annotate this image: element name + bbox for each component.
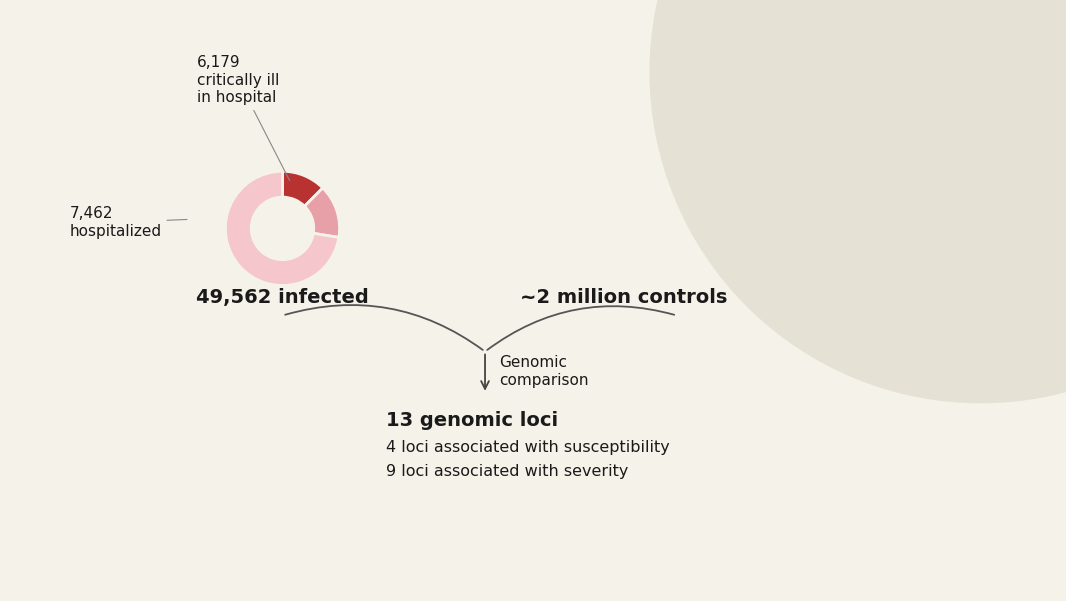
- Circle shape: [650, 0, 1066, 403]
- Text: Genomic
comparison: Genomic comparison: [499, 355, 588, 388]
- Wedge shape: [282, 171, 323, 206]
- Text: 13 genomic loci: 13 genomic loci: [386, 411, 558, 430]
- Wedge shape: [305, 188, 340, 237]
- Text: 49,562 infected: 49,562 infected: [196, 288, 369, 307]
- Text: 4 loci associated with susceptibility: 4 loci associated with susceptibility: [386, 441, 669, 455]
- Text: 6,179
critically ill
in hospital: 6,179 critically ill in hospital: [197, 55, 290, 181]
- Text: 7,462
hospitalized: 7,462 hospitalized: [69, 206, 187, 239]
- Text: 9 loci associated with severity: 9 loci associated with severity: [386, 465, 628, 479]
- Wedge shape: [225, 171, 339, 285]
- Text: ~2 million controls: ~2 million controls: [520, 288, 727, 307]
